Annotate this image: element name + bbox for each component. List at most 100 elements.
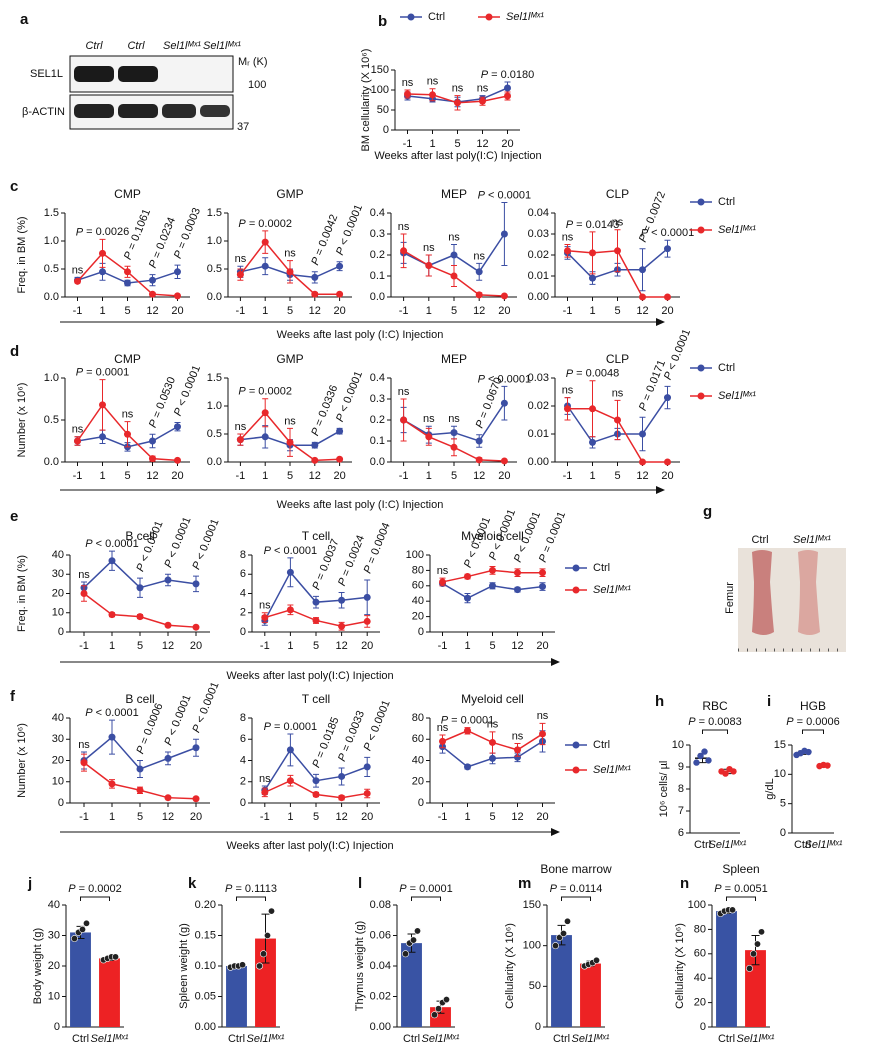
x-tick-label: 5	[287, 305, 293, 317]
data-point	[563, 917, 571, 925]
data-point	[174, 268, 181, 276]
y-tick-label: 80	[694, 923, 706, 935]
y-tick-label: 8	[240, 549, 246, 561]
y-tick-label: 0	[54, 1021, 60, 1033]
y-tick-label: 0.08	[370, 899, 391, 911]
data-point	[71, 935, 79, 943]
data-point	[504, 84, 511, 92]
data-point	[500, 292, 508, 300]
y-tick-label: 0	[58, 797, 64, 809]
data-point	[430, 1011, 438, 1019]
data-point	[261, 614, 269, 622]
data-point	[338, 622, 346, 630]
y-tick-label: 5	[780, 798, 786, 810]
data-point	[99, 249, 106, 257]
data-point	[489, 582, 496, 590]
y-tick-label: 8	[240, 712, 246, 724]
y-axis-label: g/dL	[764, 778, 776, 799]
x-tick-label: 20	[661, 305, 673, 317]
y-tick-label: 0.04	[370, 960, 391, 972]
panel-letter: e	[10, 508, 18, 525]
x-tick-label: Sel1lᴹˣ¹	[422, 1033, 460, 1045]
chart-title: B cell	[125, 529, 154, 543]
chart-title: T cell	[302, 529, 330, 543]
bar	[716, 911, 737, 1027]
x-tick-label: 12	[146, 305, 158, 317]
data-point	[124, 279, 131, 287]
data-point	[664, 394, 671, 402]
photo-label: Ctrl	[751, 534, 768, 546]
data-point	[83, 919, 91, 927]
y-tick-label: 0.00	[528, 456, 549, 468]
x-tick-label: 1	[109, 640, 115, 652]
femur	[798, 550, 820, 635]
legend-label: Ctrl	[718, 362, 735, 374]
legend-marker	[697, 392, 705, 400]
y-tick-label: 15	[774, 739, 786, 751]
x-tick-label: 20	[171, 305, 183, 317]
annotation: P < 0.0001	[85, 538, 139, 550]
y-tick-label: 0.2	[370, 249, 385, 261]
y-tick-label: 6	[678, 827, 684, 839]
annotation: P < 0.0001	[362, 698, 393, 752]
x-tick-label: -1	[236, 470, 246, 482]
x-tick-label: 5	[454, 138, 460, 150]
data-point	[261, 409, 269, 417]
data-point	[174, 456, 181, 464]
data-point	[450, 272, 458, 280]
y-axis-label: Number (x 10⁶)	[16, 723, 28, 798]
x-tick-label: -1	[73, 470, 83, 482]
data-point	[336, 427, 344, 435]
y-tick-label: 150	[523, 899, 541, 911]
annotation: ns	[235, 253, 247, 265]
annotation: ns	[437, 722, 449, 734]
y-tick-label: 10	[48, 990, 60, 1002]
annotation: P < 0.0001	[334, 203, 365, 257]
y-axis-label: Spleen weight (g)	[178, 923, 190, 1009]
y-tick-label: 30	[48, 929, 60, 941]
y-tick-label: 0.4	[370, 207, 385, 219]
bracket	[236, 896, 266, 901]
band	[118, 66, 158, 82]
data-point	[363, 763, 371, 771]
annotation: P < 0.0001	[334, 369, 365, 423]
data-point	[479, 97, 486, 105]
arrow-head	[656, 318, 665, 326]
data-point	[136, 613, 144, 621]
data-point	[730, 768, 737, 775]
x-tick-label: 20	[498, 305, 510, 317]
x-tick-label: 12	[162, 811, 174, 823]
bar	[401, 943, 422, 1027]
lane-label: Sel1lᴹˣ¹	[163, 40, 201, 52]
y-axis-label: BM cellularity (X 10⁶)	[360, 49, 372, 152]
y-tick-label: 0	[240, 797, 246, 809]
annotation: ns	[537, 710, 549, 722]
annotation: P = 0.0006	[134, 702, 165, 756]
femur	[752, 550, 774, 635]
data-point	[400, 247, 408, 255]
y-tick-label: 0.03	[528, 372, 549, 384]
data-point	[149, 437, 156, 445]
annotation: ns	[284, 248, 296, 260]
x-tick-label: -1	[260, 640, 270, 652]
y-tick-label: 0.5	[207, 263, 222, 275]
y-tick-label: 0.5	[207, 428, 222, 440]
y-tick-label: 0.0	[44, 291, 59, 303]
x-tick-label: 1	[262, 470, 268, 482]
x-tick-label: -1	[79, 811, 89, 823]
x-tick-label: 5	[313, 640, 319, 652]
data-point	[434, 1005, 442, 1013]
x-tick-label: Sel1lᴹˣ¹	[91, 1033, 129, 1045]
y-tick-label: 0	[535, 1021, 541, 1033]
annotation: P = 0.0048	[566, 368, 620, 380]
x-axis-label: Weeks afte last poly (I:C) Injection	[277, 329, 444, 341]
data-point	[164, 576, 172, 584]
band	[118, 104, 158, 118]
x-tick-label: 12	[335, 640, 347, 652]
x-axis-label: Weeks after last poly(I:C) Injection	[226, 840, 393, 852]
bracket	[80, 896, 110, 901]
data-point	[136, 765, 144, 773]
p-label: P = 0.1113	[225, 883, 277, 895]
y-tick-label: 20	[694, 997, 706, 1009]
arrow-head	[551, 658, 560, 666]
